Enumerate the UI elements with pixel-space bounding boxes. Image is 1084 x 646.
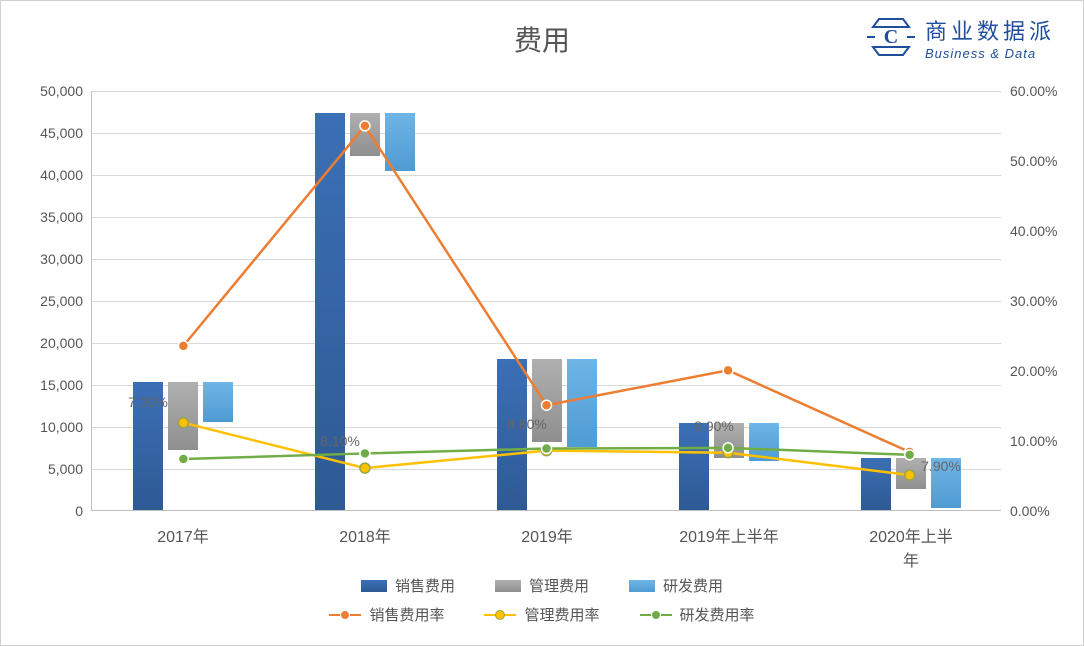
line-marker [178,341,188,351]
data-label: 8.80% [507,416,547,432]
legend-line-icon [640,614,672,616]
legend-item: 销售费用 [361,575,455,596]
line-layer [92,91,1001,510]
y-left-tick-label: 5,000 [13,461,83,477]
legend-label: 研发费用 [663,575,723,596]
legend-label: 研发费用率 [680,604,755,625]
y-left-tick-label: 20,000 [13,335,83,351]
legend-item: 研发费用率 [640,604,755,625]
line-marker [542,400,552,410]
y-right-tick-label: 0.00% [1010,503,1080,519]
legend-line-icon [484,614,516,616]
x-tick-label: 2019年 [521,523,573,547]
legend-label: 管理费用 [529,575,589,596]
x-tick-label: 2017年 [157,523,209,547]
line-marker [360,448,370,458]
legend-label: 销售费用 [395,575,455,596]
line-marker [723,443,733,453]
line-marker [178,454,188,464]
line-marker [178,418,188,428]
y-right-tick-label: 50.00% [1010,153,1080,169]
y-right-tick-label: 40.00% [1010,223,1080,239]
y-right-tick-label: 20.00% [1010,363,1080,379]
legend-swatch [629,580,655,592]
y-right-tick-label: 10.00% [1010,433,1080,449]
legend-line-icon [329,614,361,616]
line-marker [905,470,915,480]
line-marker [360,121,370,131]
line-marker [360,463,370,473]
y-left-tick-label: 40,000 [13,167,83,183]
legend-item: 研发费用 [629,575,723,596]
legend-swatch [495,580,521,592]
plot-area: 05,00010,00015,00020,00025,00030,00035,0… [91,91,1001,511]
y-left-tick-label: 50,000 [13,83,83,99]
y-left-tick-label: 10,000 [13,419,83,435]
logo-icon: C [867,13,915,61]
logo-text: 商业数据派 Business & Data [925,14,1055,61]
y-left-tick-label: 0 [13,503,83,519]
data-label: 8.10% [320,433,360,449]
y-left-tick-label: 45,000 [13,125,83,141]
data-label: 7.30% [128,394,168,410]
logo-text-en: Business & Data [925,46,1055,61]
line-marker [542,444,552,454]
data-label: 7.90% [921,458,961,474]
legend-label: 销售费用率 [369,604,444,625]
brand-logo: C 商业数据派 Business & Data [867,13,1055,61]
svg-text:C: C [884,26,898,48]
legend-item: 销售费用率 [329,604,444,625]
y-right-tick-label: 30.00% [1010,293,1080,309]
y-left-tick-label: 35,000 [13,209,83,225]
legend-row-bars: 销售费用 管理费用 研发费用 [361,575,723,596]
legend-row-lines: 销售费用率 管理费用率 研发费用率 [329,604,754,625]
legend: 销售费用 管理费用 研发费用 销售费用率 管理费用率 研发费用率 [1,575,1083,625]
legend-item: 管理费用 [495,575,589,596]
chart-container: 费用 C 商业数据派 Business & Data 05,00010,0001… [0,0,1084,646]
logo-text-cn: 商业数据派 [925,14,1055,46]
y-left-tick-label: 25,000 [13,293,83,309]
x-tick-label: 2020年上半年 [866,523,956,571]
line-marker [905,450,915,460]
legend-swatch [361,580,387,592]
legend-item: 管理费用率 [484,604,599,625]
data-label: 8.90% [694,418,734,434]
y-right-tick-label: 60.00% [1010,83,1080,99]
x-tick-label: 2018年 [339,523,391,547]
x-tick-label: 2019年上半年 [679,523,779,547]
legend-label: 管理费用率 [524,604,599,625]
line-marker [723,365,733,375]
y-left-tick-label: 30,000 [13,251,83,267]
y-left-tick-label: 15,000 [13,377,83,393]
